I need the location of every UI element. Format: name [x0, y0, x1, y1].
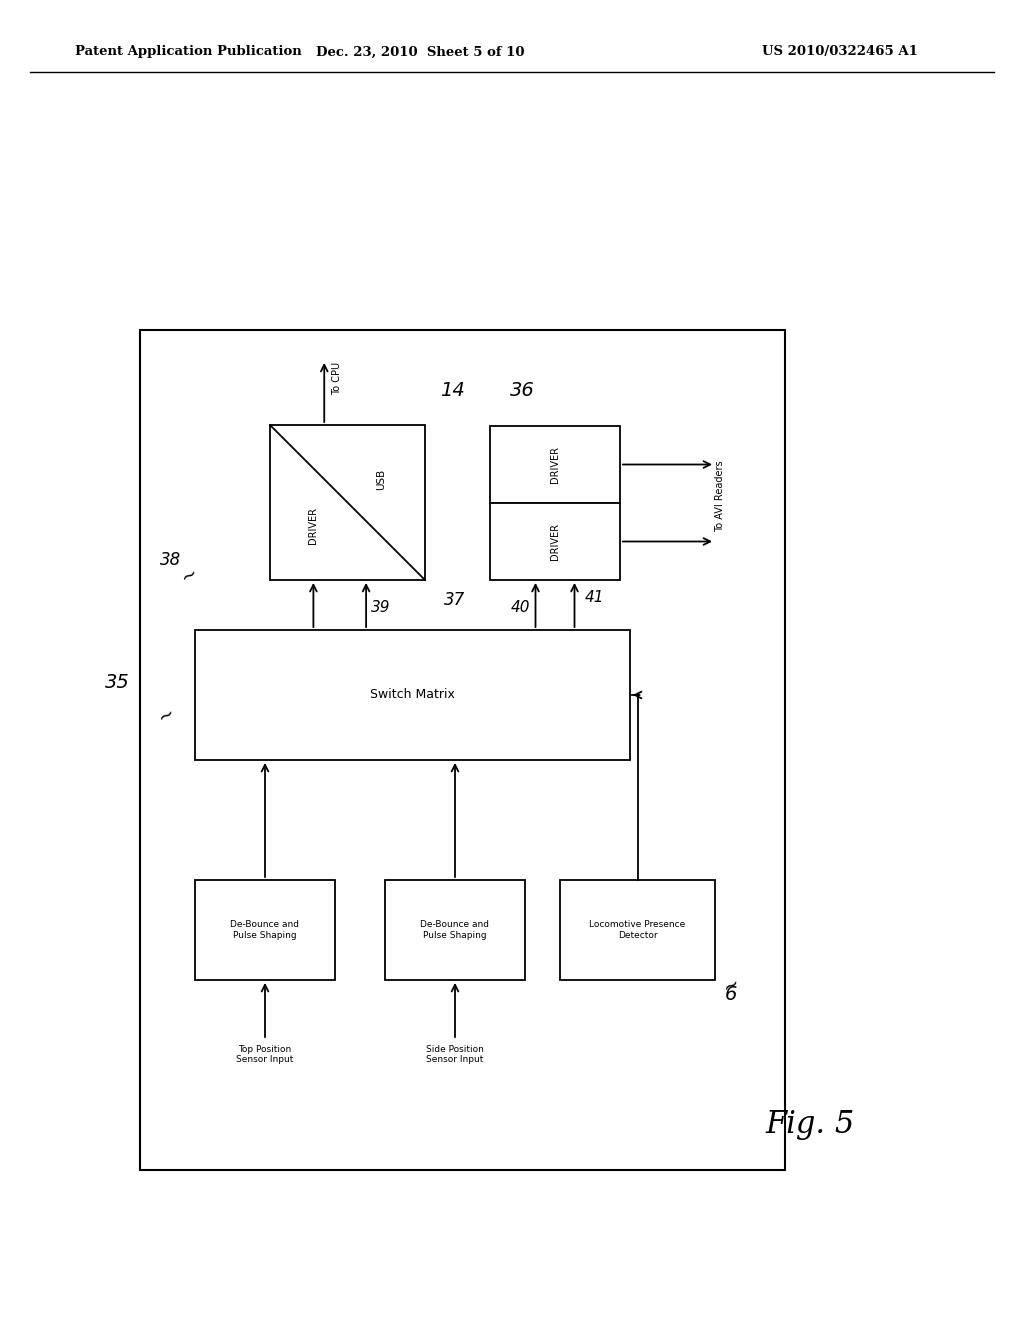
Bar: [195, 880, 335, 979]
Bar: [490, 426, 620, 503]
Bar: [195, 630, 630, 760]
Text: ~: ~: [178, 562, 202, 587]
Text: De-Bounce and
Pulse Shaping: De-Bounce and Pulse Shaping: [421, 920, 489, 940]
Bar: [270, 425, 425, 579]
Text: US 2010/0322465 A1: US 2010/0322465 A1: [762, 45, 918, 58]
Bar: [560, 880, 715, 979]
Text: Top Position
Sensor Input: Top Position Sensor Input: [237, 1045, 294, 1064]
Text: DRIVER: DRIVER: [550, 446, 560, 483]
Text: 41: 41: [585, 590, 604, 605]
Text: 36: 36: [510, 381, 535, 400]
Text: DRIVER: DRIVER: [308, 507, 318, 544]
Text: Dec. 23, 2010  Sheet 5 of 10: Dec. 23, 2010 Sheet 5 of 10: [315, 45, 524, 58]
Text: 6: 6: [725, 986, 737, 1005]
Text: Side Position
Sensor Input: Side Position Sensor Input: [426, 1045, 484, 1064]
Text: To CPU: To CPU: [332, 362, 342, 395]
Text: Fig. 5: Fig. 5: [765, 1110, 855, 1140]
Text: Patent Application Publication: Patent Application Publication: [75, 45, 302, 58]
Text: DRIVER: DRIVER: [550, 523, 560, 560]
Text: 38: 38: [160, 550, 181, 569]
Text: 14: 14: [440, 380, 465, 400]
Bar: [140, 330, 785, 1170]
Bar: [385, 880, 525, 979]
Text: To AVI Readers: To AVI Readers: [715, 459, 725, 532]
Bar: [490, 503, 620, 579]
Text: ~: ~: [720, 973, 743, 998]
Text: 37: 37: [443, 591, 465, 609]
Text: USB: USB: [377, 469, 387, 490]
Text: De-Bounce and
Pulse Shaping: De-Bounce and Pulse Shaping: [230, 920, 299, 940]
Text: 40: 40: [511, 601, 530, 615]
Text: 35: 35: [105, 672, 130, 692]
Text: 39: 39: [371, 601, 390, 615]
Text: Switch Matrix: Switch Matrix: [370, 689, 455, 701]
Text: Locomotive Presence
Detector: Locomotive Presence Detector: [590, 920, 686, 940]
Text: ~: ~: [155, 702, 178, 727]
